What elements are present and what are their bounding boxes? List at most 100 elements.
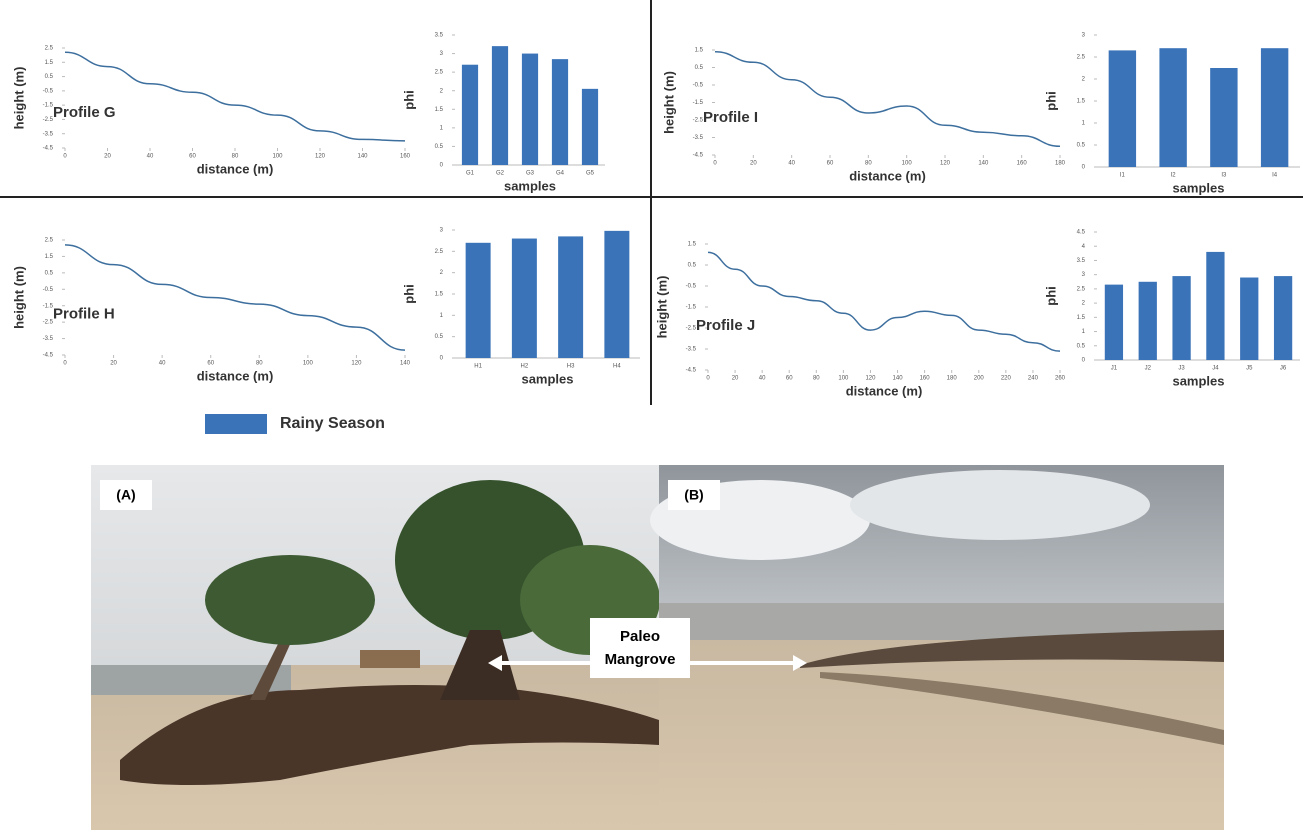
profile-label: Profile J: [696, 317, 755, 334]
bar: [1109, 50, 1136, 167]
y-tick-label: -1.5: [693, 100, 704, 106]
y-tick-label: 2: [1082, 301, 1086, 307]
y-tick-label: 2: [440, 88, 444, 94]
y-tick-label: 2.5: [435, 249, 444, 255]
photo-a: (A): [91, 465, 660, 830]
y-tick-label: 1.5: [435, 292, 444, 298]
x-tick-label: J1: [1111, 366, 1118, 372]
y-axis-label: phi: [1043, 286, 1058, 306]
x-tick-label: 40: [147, 154, 154, 160]
bar: [1240, 278, 1258, 360]
x-axis-label: distance (m): [197, 368, 274, 383]
y-tick-label: 4.5: [1077, 230, 1086, 236]
bar: [512, 239, 537, 358]
y-tick-label: -0.5: [693, 83, 704, 89]
profile-line: [65, 245, 405, 350]
profile-label: Profile I: [703, 109, 758, 126]
x-tick-label: 80: [256, 361, 263, 367]
y-tick-label: 0.5: [1077, 343, 1086, 349]
x-tick-label: 40: [788, 161, 795, 167]
x-tick-label: I1: [1120, 173, 1126, 179]
y-axis-label: height (m): [661, 71, 676, 134]
y-tick-label: -4.5: [686, 368, 697, 374]
x-tick-label: G1: [466, 171, 475, 177]
bar: [1172, 276, 1190, 360]
x-tick-label: G3: [526, 171, 535, 177]
y-tick-label: -3.5: [693, 135, 704, 141]
bar: [1139, 282, 1157, 360]
y-axis-label: phi: [1043, 91, 1058, 111]
y-tick-label: -0.5: [686, 284, 697, 290]
y-axis-label: height (m): [654, 276, 669, 339]
x-axis-label: samples: [1172, 180, 1224, 195]
bar: [1206, 252, 1224, 360]
y-tick-label: 3.5: [435, 33, 444, 39]
photo-b: (B): [650, 465, 1224, 830]
legend-swatch: [205, 414, 267, 434]
y-tick-label: 3: [440, 51, 444, 57]
panel-label: (B): [684, 487, 703, 503]
x-tick-label: 0: [63, 154, 67, 160]
x-tick-label: 180: [947, 376, 958, 382]
y-tick-label: 1.5: [688, 242, 697, 248]
bar: [522, 54, 538, 165]
x-tick-label: 20: [732, 376, 739, 382]
y-tick-label: 2.5: [45, 46, 54, 52]
y-tick-label: 1.5: [1077, 315, 1086, 321]
x-tick-label: 60: [189, 154, 196, 160]
y-tick-label: 1: [1082, 329, 1086, 335]
y-tick-label: 0.5: [695, 65, 704, 71]
y-tick-label: -1.5: [43, 103, 54, 109]
x-tick-label: I4: [1272, 173, 1278, 179]
x-tick-label: 220: [1001, 376, 1012, 382]
y-tick-label: -2.5: [43, 117, 54, 123]
legend-label: Rainy Season: [280, 415, 385, 432]
y-tick-label: 0.5: [45, 74, 54, 80]
y-tick-label: 2.5: [1077, 55, 1086, 61]
x-tick-label: 20: [104, 154, 111, 160]
profile-line: [708, 252, 1060, 351]
x-axis-label: distance (m): [846, 383, 923, 398]
y-tick-label: 4: [1082, 244, 1086, 250]
y-tick-label: 3: [440, 228, 444, 234]
y-tick-label: 1: [1082, 121, 1086, 127]
y-tick-label: 2.5: [435, 70, 444, 76]
y-tick-label: 1: [440, 313, 444, 319]
y-tick-label: 0: [440, 163, 444, 169]
x-axis-label: distance (m): [849, 168, 926, 183]
y-tick-label: 1.5: [435, 107, 444, 113]
x-tick-label: J4: [1212, 366, 1219, 372]
x-tick-label: 200: [974, 376, 985, 382]
bar: [1274, 276, 1292, 360]
profile-line: [65, 52, 405, 141]
x-tick-label: 100: [838, 376, 849, 382]
x-tick-label: 120: [351, 361, 362, 367]
y-tick-label: -4.5: [43, 353, 54, 359]
profile-label: Profile H: [53, 306, 115, 323]
x-tick-label: 0: [706, 376, 710, 382]
y-axis-label: height (m): [11, 266, 26, 329]
bar: [462, 65, 478, 165]
annotation-text: Paleo: [620, 628, 660, 645]
x-tick-label: 80: [813, 376, 820, 382]
y-tick-label: 1.5: [695, 48, 704, 54]
y-tick-label: 0.5: [45, 270, 54, 276]
x-tick-label: 160: [920, 376, 931, 382]
y-tick-label: 0: [1082, 165, 1086, 171]
bar: [1159, 48, 1186, 167]
x-tick-label: 0: [63, 361, 67, 367]
profile-label: Profile G: [53, 104, 116, 121]
y-tick-label: -4.5: [693, 153, 704, 159]
y-tick-label: 0: [1082, 358, 1086, 364]
x-tick-label: G2: [496, 171, 505, 177]
x-tick-label: J5: [1246, 366, 1253, 372]
y-tick-label: -1.5: [686, 305, 697, 311]
x-axis-label: distance (m): [197, 161, 274, 176]
x-tick-label: H4: [613, 364, 621, 370]
bar: [492, 46, 508, 165]
x-tick-label: 60: [207, 361, 214, 367]
y-tick-label: -4.5: [43, 146, 54, 152]
x-tick-label: 260: [1055, 376, 1066, 382]
y-tick-label: 0.5: [435, 334, 444, 340]
y-tick-label: 2: [440, 270, 444, 276]
